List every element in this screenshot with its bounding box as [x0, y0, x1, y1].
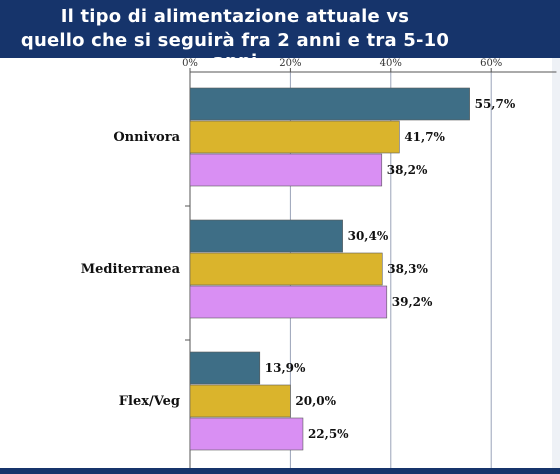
data-label-onnivora-3: 38,2% [387, 163, 428, 177]
bar-mediterranea-3 [189, 285, 388, 319]
bar-mediterranea-2 [189, 252, 383, 286]
footer-bar [0, 468, 560, 474]
category-label-onnivora: Onnivora [113, 130, 180, 145]
chart-title-line-1: Il tipo di alimentazione attuale vs [60, 6, 410, 27]
data-label-onnivora-1: 55,7% [475, 97, 516, 111]
bar-flexveg-1 [189, 351, 261, 385]
bar-mediterranea-1 [189, 219, 343, 253]
x-tick-label-3: 60% [480, 58, 502, 69]
data-label-mediterranea-3: 39,2% [392, 295, 433, 309]
x-tick-label-0: 0% [182, 58, 198, 69]
bar-flexveg-2 [189, 384, 291, 418]
x-tick-label-2: 40% [380, 58, 402, 69]
x-tick-label-1: 20% [279, 58, 301, 69]
chart-title-line-2: quello che si seguirà fra 2 anni e tra 5… [20, 30, 450, 72]
data-label-flexveg-3: 22,5% [308, 427, 349, 441]
bar-flexveg-3 [189, 417, 304, 451]
data-label-flexveg-1: 13,9% [265, 361, 306, 375]
data-label-mediterranea-2: 38,3% [387, 262, 428, 276]
category-label-flexveg: Flex/Veg [119, 394, 180, 409]
right-edge-strip [552, 58, 560, 468]
bar-onnivora-1 [189, 87, 470, 121]
bar-onnivora-2 [189, 120, 400, 154]
data-label-flexveg-2: 20,0% [295, 394, 336, 408]
header-bar: Il tipo di alimentazione attuale vs quel… [0, 0, 560, 72]
bar-onnivora-3 [189, 153, 383, 187]
data-label-onnivora-2: 41,7% [404, 130, 445, 144]
data-label-mediterranea-1: 30,4% [348, 229, 389, 243]
category-label-mediterranea: Mediterranea [81, 262, 181, 277]
